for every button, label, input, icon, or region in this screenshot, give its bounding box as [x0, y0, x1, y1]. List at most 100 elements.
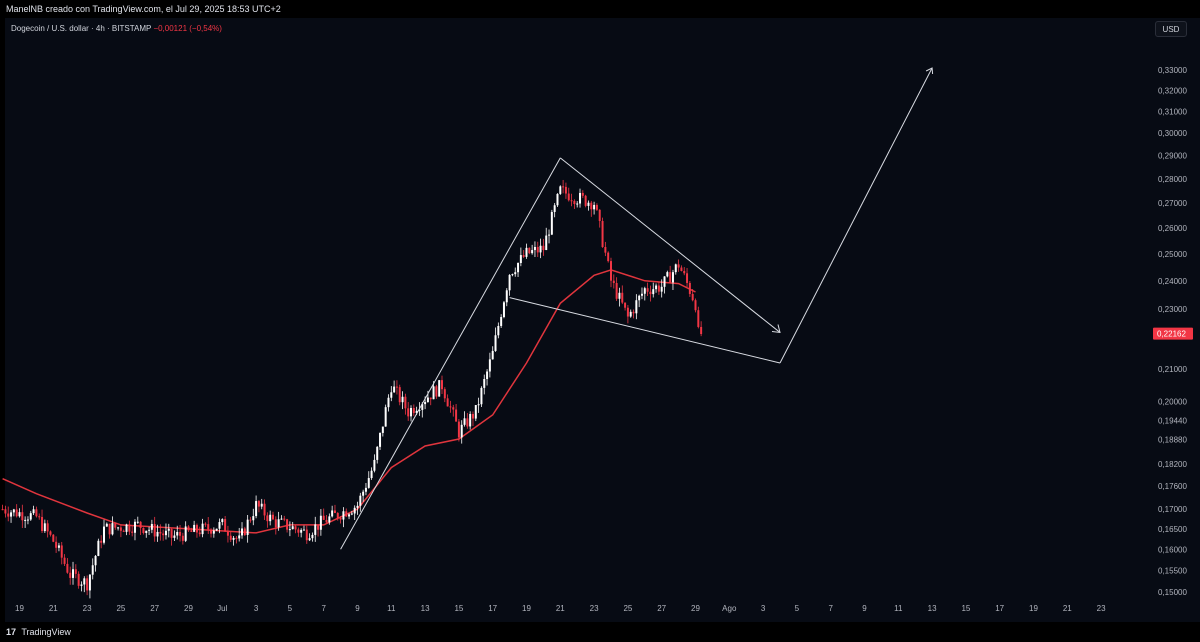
- candle-body: [201, 523, 204, 535]
- candle-body: [46, 523, 49, 532]
- candle-body: [545, 235, 548, 251]
- candle-body: [136, 521, 139, 523]
- candle-body: [66, 563, 69, 573]
- candle-body: [297, 529, 300, 533]
- candle-body: [249, 519, 252, 521]
- candle-body: [367, 478, 370, 488]
- candle-body: [86, 578, 89, 591]
- candle-body: [88, 574, 91, 591]
- candle-body: [74, 569, 77, 574]
- candle-body: [291, 526, 294, 530]
- candle-body: [376, 446, 379, 460]
- candle-body: [97, 540, 100, 556]
- candle-body: [181, 535, 184, 541]
- candle-body: [449, 406, 452, 408]
- y-tick-label: 0,29000: [1158, 152, 1187, 161]
- candle-body: [350, 513, 353, 515]
- candle-body: [539, 245, 542, 253]
- symbol-legend[interactable]: Dogecoin / U.S. dollar · 4h · BITSTAMP −…: [11, 24, 222, 33]
- brand-label[interactable]: TradingView: [21, 627, 71, 637]
- candle-body: [624, 302, 627, 308]
- y-tick-label: 0,25000: [1158, 250, 1187, 259]
- candle-body: [531, 250, 534, 254]
- x-tick-label: 27: [150, 604, 159, 613]
- y-tick-label: 0,21000: [1158, 365, 1187, 374]
- drawing-layer: [340, 67, 934, 550]
- candle-body: [443, 389, 446, 399]
- candle-body: [460, 424, 463, 438]
- candle-body: [322, 515, 325, 520]
- candle-body: [207, 524, 210, 530]
- candle-body: [373, 459, 376, 471]
- candle-body: [319, 515, 322, 530]
- candle-body: [536, 246, 539, 253]
- candle-body: [471, 413, 474, 419]
- candle-body: [274, 519, 277, 528]
- candle-body: [94, 555, 97, 566]
- x-tick-label: 11: [387, 604, 396, 613]
- candle-body: [21, 512, 24, 521]
- candle-body: [421, 404, 424, 410]
- candle-body: [288, 529, 291, 531]
- candle-body: [139, 521, 142, 528]
- y-tick-label: 0,16000: [1158, 545, 1187, 554]
- candle-body: [91, 565, 94, 575]
- candle-body: [156, 531, 159, 537]
- candle-body: [286, 519, 289, 530]
- x-tick-label: 21: [556, 604, 565, 613]
- y-tick-label: 0,23000: [1158, 305, 1187, 314]
- candle-body: [635, 300, 638, 314]
- candle-body: [576, 203, 579, 205]
- candle-body: [145, 530, 148, 533]
- candle-body: [398, 387, 401, 403]
- y-tick-label: 0,28000: [1158, 175, 1187, 184]
- candle-body: [148, 529, 151, 531]
- candle-body: [49, 531, 52, 535]
- candle-body: [193, 524, 196, 532]
- x-tick-label: 25: [116, 604, 125, 613]
- candle-body: [105, 523, 108, 527]
- x-tick-label: 23: [1097, 604, 1106, 613]
- candle-body: [83, 578, 86, 585]
- candle-body: [686, 273, 689, 283]
- price-axis: 0,33000 0,32000 0,31000 0,30000 0,29000 0,280…: [1153, 66, 1193, 597]
- candle-body: [212, 530, 215, 534]
- candle-body: [435, 386, 438, 397]
- candle-body: [407, 408, 410, 417]
- candle-body: [176, 531, 179, 536]
- candle-body: [364, 487, 367, 492]
- moving-average-line: [2, 269, 696, 534]
- x-tick-label: 29: [691, 604, 700, 613]
- candle-body: [463, 418, 466, 425]
- candle-body: [663, 276, 666, 287]
- y-tick-label: 0,15500: [1158, 566, 1187, 575]
- candle-body: [241, 528, 244, 536]
- currency-button[interactable]: USD: [1155, 21, 1187, 37]
- candle-body: [162, 533, 165, 536]
- candle-body: [494, 335, 497, 351]
- x-tick-label: 25: [623, 604, 632, 613]
- candle-body: [305, 529, 308, 541]
- candle-body: [345, 511, 348, 517]
- candle-body: [502, 302, 505, 318]
- candle-body: [336, 513, 339, 519]
- candle-body: [41, 516, 44, 532]
- candle-body: [100, 540, 103, 543]
- candle-body: [370, 470, 373, 479]
- candle-body: [57, 545, 60, 548]
- candle-body: [77, 573, 80, 586]
- x-tick-label: 21: [49, 604, 58, 613]
- candle-body: [559, 186, 562, 194]
- candle-body: [294, 526, 297, 530]
- candle-body: [553, 205, 556, 212]
- x-tick-label: 11: [894, 604, 903, 613]
- candle-body: [353, 507, 356, 514]
- x-tick-label: Jul: [217, 604, 227, 613]
- candle-body: [246, 519, 249, 535]
- candle-body: [683, 270, 686, 274]
- candle-body: [519, 255, 522, 263]
- tradingview-logo-icon[interactable]: 17: [6, 627, 17, 637]
- candle-body: [111, 523, 114, 535]
- candle-body: [466, 418, 469, 427]
